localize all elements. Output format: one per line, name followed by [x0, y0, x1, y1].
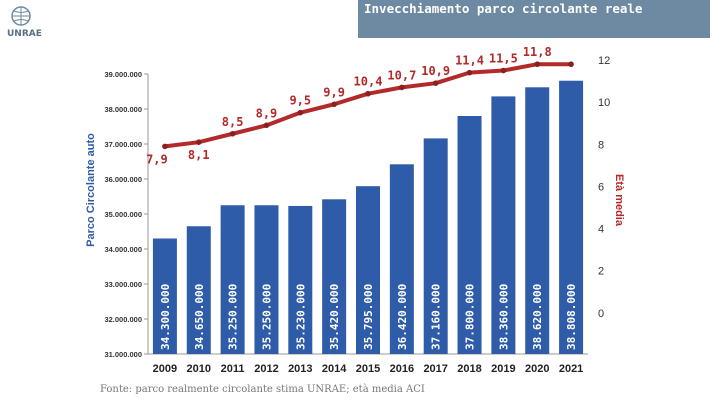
bar-value-label: 36.420.000 [396, 284, 409, 350]
y-tick-label-right: 10 [598, 97, 610, 109]
y-tick-label-right: 8 [598, 139, 604, 151]
age-point [195, 139, 202, 145]
slide-title-text: Invecchiamento parco circolante reale [364, 1, 643, 16]
bar [152, 238, 177, 354]
age-data-label: 10,9 [421, 64, 450, 78]
line-group: 7,9 8,1 8,5 8,9 9,5 9,9 10,4 10,7 10,9 11,4 11,5 11… [146, 45, 574, 166]
age-data-label: 8,5 [222, 115, 244, 129]
y-tick-label-left: 38.000.000 [104, 105, 142, 114]
x-tick-label: 2009 [153, 363, 177, 375]
bar [559, 80, 584, 354]
age-point [162, 143, 168, 150]
bar-value-label: 37.800.000 [464, 284, 477, 350]
bar [254, 205, 279, 354]
age-data-label: 8,1 [188, 148, 210, 162]
age-data-label: 9,5 [289, 94, 311, 108]
x-tick-label: 2016 [390, 363, 414, 375]
age-point [466, 69, 473, 76]
bar-value-label: 38.360.000 [497, 284, 510, 350]
x-tick-label: 2019 [491, 363, 515, 375]
y-tick-label-left: 36.000.000 [104, 175, 142, 184]
bar [220, 205, 245, 354]
bar [356, 186, 380, 354]
x-tick-label: 2021 [559, 363, 583, 375]
age-data-label: 11,8 [523, 45, 552, 59]
bar [423, 138, 448, 354]
logo-text: UNRAE [7, 29, 42, 38]
source-note: Fonte: parco realmente circolante stima … [100, 384, 425, 395]
bar [389, 164, 414, 354]
age-data-label: 8,9 [256, 106, 278, 120]
bar-value-label: 38.808.000 [565, 284, 578, 350]
x-tick-label: 2011 [221, 363, 245, 375]
bar-value-label: 37.160.000 [430, 284, 443, 350]
x-tick-label: 2013 [288, 363, 312, 375]
x-tick-label: 2017 [423, 363, 447, 375]
bar [186, 226, 211, 354]
unrae-logo: UNRAE [7, 6, 42, 38]
slide-title: Invecchiamento parco circolante reale [358, 0, 710, 38]
x-tick-label: 2018 [457, 363, 481, 375]
y-tick-label-right: 2 [598, 266, 604, 278]
age-data-label: 7,9 [146, 152, 168, 166]
bar-value-label: 35.250.000 [260, 284, 273, 350]
age-point [568, 61, 574, 68]
bar-value-label: 34.650.000 [193, 284, 206, 350]
age-point [297, 109, 304, 116]
y-tick-label-left: 32.000.000 [104, 315, 142, 324]
y-tick-label-left: 34.000.000 [104, 245, 142, 254]
y-tick-label-right: 0 [598, 308, 604, 320]
bar [457, 116, 482, 354]
y-axis-right-label: Età media [613, 174, 625, 227]
age-point [432, 80, 439, 86]
y-tick-label-left: 35.000.000 [104, 210, 142, 219]
bar-value-label: 35.230.000 [294, 284, 307, 350]
y-tick-label-left: 31.000.000 [104, 350, 142, 359]
bar-value-label: 35.420.000 [328, 284, 341, 350]
age-data-label: 11,5 [489, 52, 518, 66]
age-data-label: 11,4 [455, 54, 484, 68]
y-tick-label-left: 37.000.000 [104, 140, 142, 149]
bar [491, 96, 516, 355]
age-point [263, 122, 270, 129]
age-data-label: 9,9 [323, 85, 345, 99]
y-tick-label-left: 33.000.000 [104, 280, 142, 289]
bar [288, 205, 313, 354]
y-tick-label-left: 39.000.000 [104, 70, 142, 79]
bars-group: 34.300.000 2009 34.650.000 2010 35.250.000 20… [152, 80, 584, 375]
age-point [399, 84, 405, 91]
bar-value-label: 35.250.000 [227, 284, 240, 350]
bar-value-label: 35.795.000 [362, 284, 375, 350]
bar-value-label: 34.300.000 [159, 284, 172, 350]
age-point [365, 90, 371, 97]
x-tick-label: 2012 [254, 363, 278, 375]
x-tick-label: 2020 [525, 363, 549, 375]
x-tick-label: 2010 [187, 363, 211, 375]
age-data-label: 10,7 [387, 68, 416, 82]
y-tick-label-right: 6 [598, 181, 604, 193]
age-point [534, 61, 541, 68]
y-tick-label-right: 12 [598, 55, 610, 67]
x-tick-label: 2014 [322, 363, 347, 375]
age-data-label: 10,4 [354, 75, 383, 89]
bar-value-label: 38.620.000 [531, 284, 544, 350]
age-point [500, 67, 507, 74]
y-axis-left-label: Parco Circolante auto [85, 133, 97, 247]
x-tick-label: 2015 [356, 363, 380, 375]
age-point [331, 101, 337, 108]
y-tick-label-right: 4 [598, 224, 604, 236]
age-point [229, 130, 236, 137]
bar [525, 87, 550, 355]
bar [322, 199, 347, 354]
